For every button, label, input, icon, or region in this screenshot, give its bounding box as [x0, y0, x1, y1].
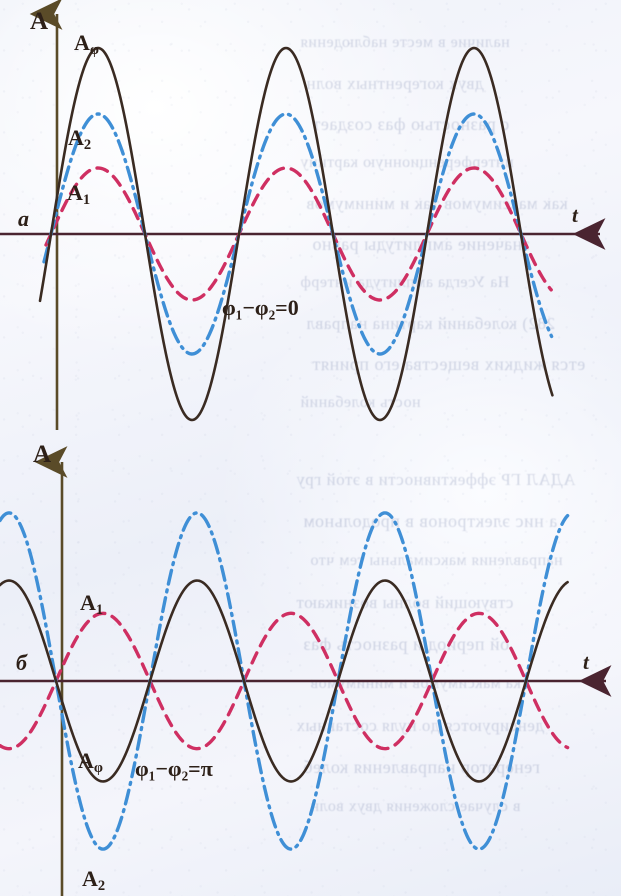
panel-b-label-sum-sub: φ [93, 760, 103, 777]
panel-a-label-wave2-sub: 2 [83, 137, 92, 154]
panel-b-wave-a1 [0, 611, 570, 751]
panel-a-label-sum: Aφ [74, 30, 99, 59]
panel-b-axes [0, 446, 612, 896]
panel-b-wave-a2 [0, 511, 570, 851]
panel-a-axes [0, 0, 606, 430]
panel-b-label-wave1: A1 [80, 590, 103, 619]
panel-b-label-sum-base: A [78, 748, 94, 773]
panel-a-label-wave1-base: A [67, 180, 83, 205]
panel-a-label-sum-sub: φ [89, 42, 99, 59]
panel-a-wave-a1 [44, 166, 553, 302]
panel-b-label-wave1-sub: 1 [95, 602, 104, 619]
panel-b-x-axis-label: t [583, 650, 589, 674]
panel-a-curves [38, 46, 554, 422]
panel-b-panel-label: б [16, 650, 27, 675]
panel-a-wave-sum [38, 46, 554, 422]
panel-a-y-axis-label: A [30, 8, 49, 35]
panel-b-label-wave1-base: A [80, 590, 96, 615]
panel-a-x-axis-label: t [572, 203, 578, 227]
panel-b-y-axis-label: A [33, 441, 52, 468]
panel-b-wave-sum [0, 579, 569, 783]
panel-b-curves [0, 511, 570, 851]
panel-a-label-wave2-base: A [68, 125, 84, 150]
panel-a-condition-label: φ₁−φ₂=0 [222, 295, 299, 320]
panel-a-label-wave1: A1 [67, 180, 90, 209]
panel-b-label-wave2-base: A [82, 866, 98, 891]
panel-a-label-wave1-sub: 1 [82, 192, 91, 209]
panel-a-label-wave2: A2 [68, 125, 91, 154]
panel-b-label-sum: Aφ [78, 748, 103, 777]
panel-b-label-wave2: A2 [82, 866, 105, 895]
panel-b-condition-label: φ₁−φ₂=π [135, 756, 213, 781]
panel-a-panel-label: a [18, 206, 29, 231]
panel-a-label-sum-base: A [74, 30, 90, 55]
panel-a-wave-a2 [42, 112, 554, 356]
panel-b-label-wave2-sub: 2 [97, 878, 106, 895]
